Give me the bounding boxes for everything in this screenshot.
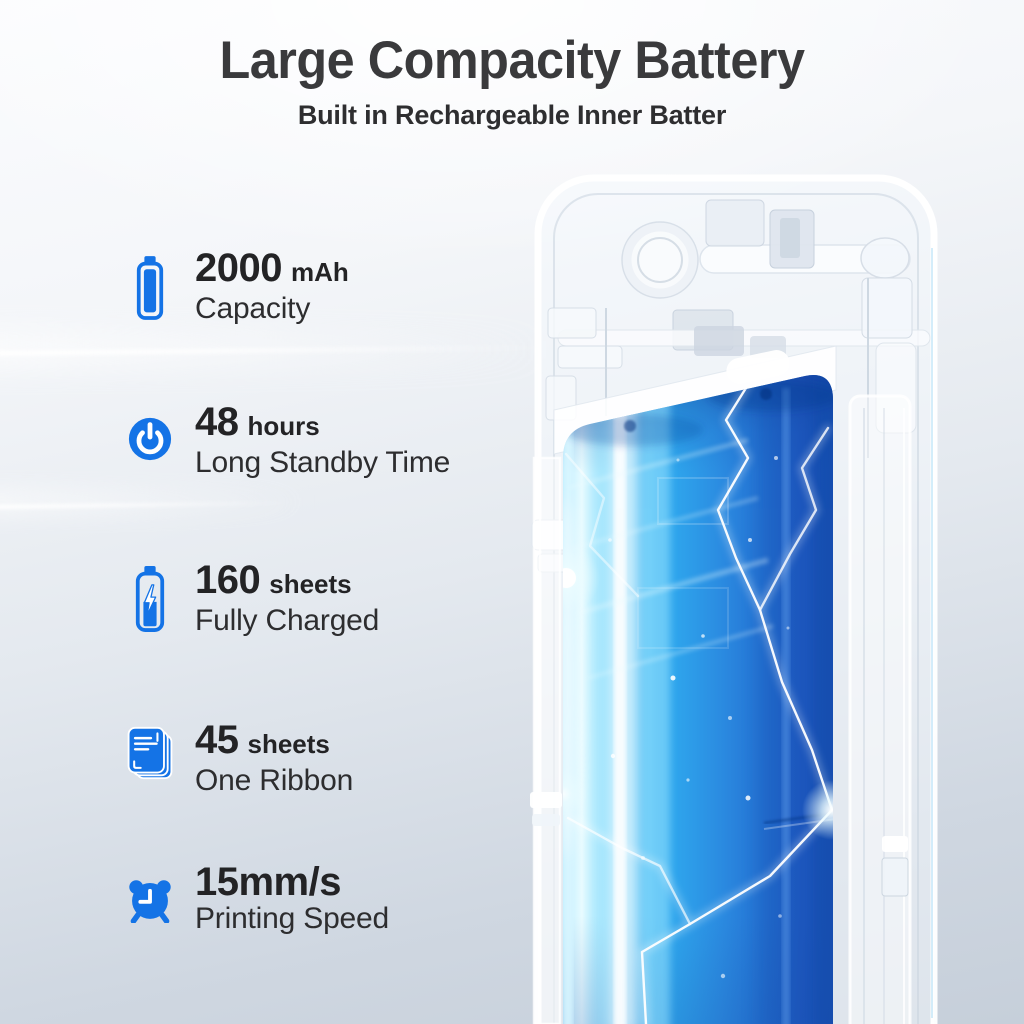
feature-value: 2000 (195, 246, 282, 290)
light-streak (0, 330, 550, 370)
printer-mechanism (531, 199, 931, 573)
feature-value: 160 (195, 558, 261, 602)
printer-illustration (530, 174, 938, 1024)
page-title: Large Compacity Battery (219, 31, 805, 90)
feature-label: Capacity (195, 292, 311, 325)
sheets-stack-icon (127, 726, 173, 780)
feature-value: 45 (195, 718, 239, 762)
battery-icon (136, 256, 164, 320)
feature-label: Fully Charged (195, 604, 380, 637)
light-streak (0, 500, 291, 510)
feature-label: Long Standby Time (195, 446, 451, 479)
feature-label: Printing Speed (195, 902, 390, 935)
shell-right-wall (848, 394, 912, 1024)
light-streak (0, 345, 551, 356)
feature-value: 48 (195, 400, 239, 444)
feature-unit: mAh (290, 257, 349, 287)
battery-sheen-lines (567, 438, 774, 680)
alarm-clock-icon (129, 880, 171, 923)
feature-fully-charged: 160 sheets Fully Charged (117, 560, 379, 638)
feature-unit: sheets (269, 569, 352, 599)
spark-flash (802, 780, 833, 840)
shell-left-wall (530, 456, 562, 1024)
light-streak (0, 488, 310, 516)
feature-label: One Ribbon (195, 764, 354, 797)
page-subtitle: Built in Rechargeable Inner Batter (297, 100, 727, 130)
feature-capacity: 2000 mAh Capacity (117, 248, 349, 326)
feature-one-ribbon: 45 sheets One Ribbon (117, 720, 353, 798)
feature-printing-speed: 15mm/s Printing Speed (117, 862, 389, 936)
battery-charging-icon (135, 566, 165, 632)
feature-standby-time: 48 hours Long Standby Time (117, 402, 450, 480)
inner-battery (563, 375, 833, 1024)
feature-unit: sheets (247, 729, 330, 759)
lightning-bolts (564, 375, 833, 1024)
feature-value: 15mm/s (195, 860, 341, 904)
feature-unit: hours (247, 411, 320, 441)
sparkles (608, 456, 790, 979)
power-icon (128, 417, 172, 461)
